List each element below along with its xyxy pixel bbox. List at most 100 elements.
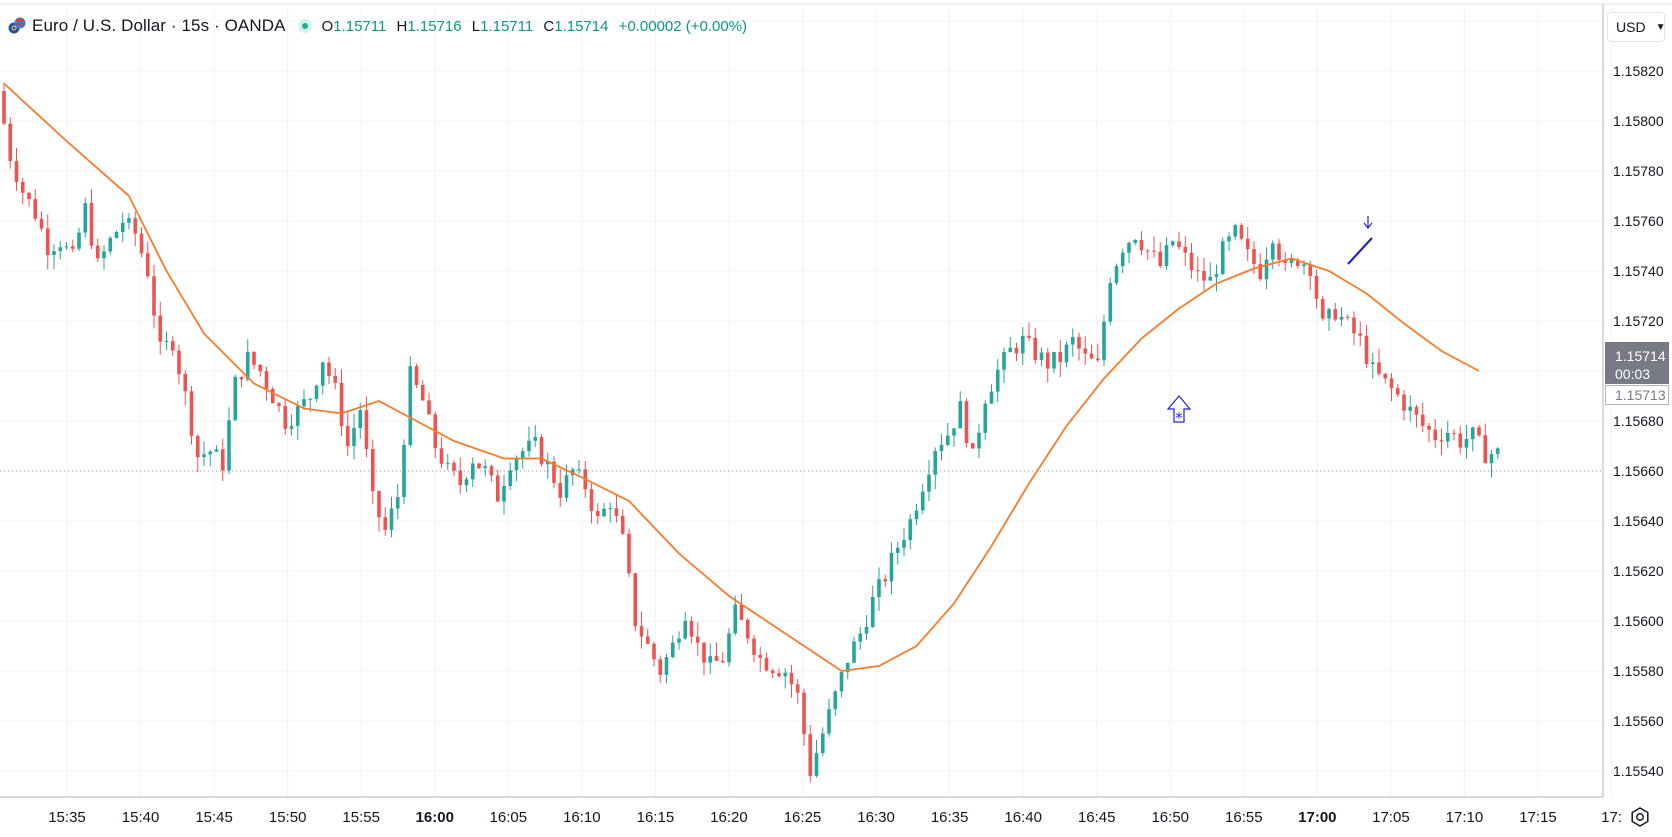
ohlc-key: C xyxy=(543,17,555,35)
candle-body xyxy=(733,604,738,634)
candle-body xyxy=(389,508,394,530)
candle-body xyxy=(1258,264,1263,280)
last-price-label: 1.15714 00:03 xyxy=(1605,342,1669,384)
candle-body xyxy=(1452,432,1456,434)
candle-body xyxy=(889,552,894,582)
candle-body xyxy=(1445,432,1450,442)
time-tick-label: 16:55 xyxy=(1225,809,1263,826)
candle-body xyxy=(914,510,919,520)
candle-body xyxy=(1289,259,1294,263)
candle-body xyxy=(220,449,225,471)
candle-body xyxy=(327,362,331,376)
candle-body xyxy=(1264,259,1269,280)
candle-body xyxy=(295,406,300,426)
candle-body xyxy=(802,692,806,735)
candle-body xyxy=(520,451,525,460)
price-tick-label: 1.15640 xyxy=(1613,513,1664,529)
candle-body xyxy=(277,403,281,407)
candle-body xyxy=(589,489,594,512)
candle-body xyxy=(1114,266,1119,284)
candle-body xyxy=(1302,264,1306,267)
candle-body xyxy=(39,218,44,229)
candles xyxy=(2,82,1500,783)
ohlc-low: 1.15711 xyxy=(480,17,534,35)
candle-body xyxy=(139,233,144,254)
previous-price-label: 1.15713 xyxy=(1605,385,1669,405)
time-tick-label: 16:40 xyxy=(1004,809,1042,826)
candle-body xyxy=(158,315,163,342)
candle-body xyxy=(977,432,981,449)
candle-body xyxy=(1095,358,1100,361)
candle-body xyxy=(214,449,219,452)
buy-arrow-marker[interactable]: * xyxy=(1166,395,1192,427)
candle-body xyxy=(970,443,975,449)
market-status-icon xyxy=(297,19,312,33)
candle-body xyxy=(283,406,288,429)
candle-body xyxy=(383,517,388,530)
candle-body xyxy=(895,547,900,553)
candle-body xyxy=(227,420,231,471)
candle-body xyxy=(345,426,350,447)
candle-body xyxy=(1439,440,1444,442)
candle-body xyxy=(377,491,381,518)
time-tick-label: 16:25 xyxy=(784,809,822,826)
candle-body xyxy=(670,642,675,658)
candle-body xyxy=(789,672,794,685)
candle-body xyxy=(702,642,706,663)
candle-body xyxy=(514,459,519,471)
candle-body xyxy=(458,470,463,486)
sell-arrow-marker[interactable] xyxy=(1347,216,1373,265)
price-tick-label: 1.15680 xyxy=(1613,413,1664,429)
candle-body xyxy=(652,643,656,660)
candle-body xyxy=(408,366,413,445)
candle-body xyxy=(783,672,788,677)
candle-body xyxy=(439,448,444,464)
candle-body xyxy=(1470,427,1475,440)
candle-body xyxy=(427,400,431,415)
candle-body xyxy=(89,203,94,246)
time-tick-label: 15:45 xyxy=(195,809,233,826)
currency-selector[interactable]: USD ▼ xyxy=(1607,12,1665,42)
candle-body xyxy=(1145,250,1150,252)
candle-body xyxy=(77,232,81,249)
candle-body xyxy=(820,733,825,754)
candle-body xyxy=(995,369,1000,392)
candle-body xyxy=(1220,241,1225,275)
candle-body xyxy=(239,376,244,380)
candle-body xyxy=(420,384,425,401)
candle-body xyxy=(933,451,938,475)
symbol-title[interactable]: Euro / U.S. Dollar · 15s · OANDA xyxy=(32,16,286,35)
candle-body xyxy=(1333,309,1338,320)
candle-body xyxy=(414,366,419,385)
candle-body xyxy=(983,403,988,433)
candle-body xyxy=(477,463,481,469)
time-tick-label: 15:55 xyxy=(342,809,380,826)
candle-body xyxy=(339,382,344,427)
candle-body xyxy=(764,657,769,671)
candle-body xyxy=(1458,433,1463,448)
candle-body xyxy=(964,401,969,444)
candle-body xyxy=(627,533,631,574)
candle-body xyxy=(1277,243,1281,260)
candle-body xyxy=(127,218,131,223)
candle-body xyxy=(1314,275,1319,299)
candle-body xyxy=(1089,353,1094,359)
candle-body xyxy=(1352,317,1356,334)
candle-body xyxy=(839,672,844,692)
chart-settings-icon[interactable] xyxy=(1628,805,1652,829)
candle-body xyxy=(502,485,506,502)
price-tick-label: 1.15540 xyxy=(1613,763,1664,779)
currency-label: USD xyxy=(1616,19,1646,35)
ohlc-close: 1.15714 xyxy=(554,17,609,35)
candle-body xyxy=(314,385,319,399)
candle-body xyxy=(1170,241,1175,246)
candle-body xyxy=(808,734,813,776)
candle-body xyxy=(133,218,138,234)
candle-body xyxy=(489,466,494,476)
candle-body xyxy=(108,237,113,252)
candle-body xyxy=(1495,448,1500,455)
candle-body xyxy=(827,709,831,734)
candle-body xyxy=(195,435,200,458)
ohlc-values: O1.15711 H1.15716 L1.15711 C1.15714 +0.0… xyxy=(322,18,748,35)
